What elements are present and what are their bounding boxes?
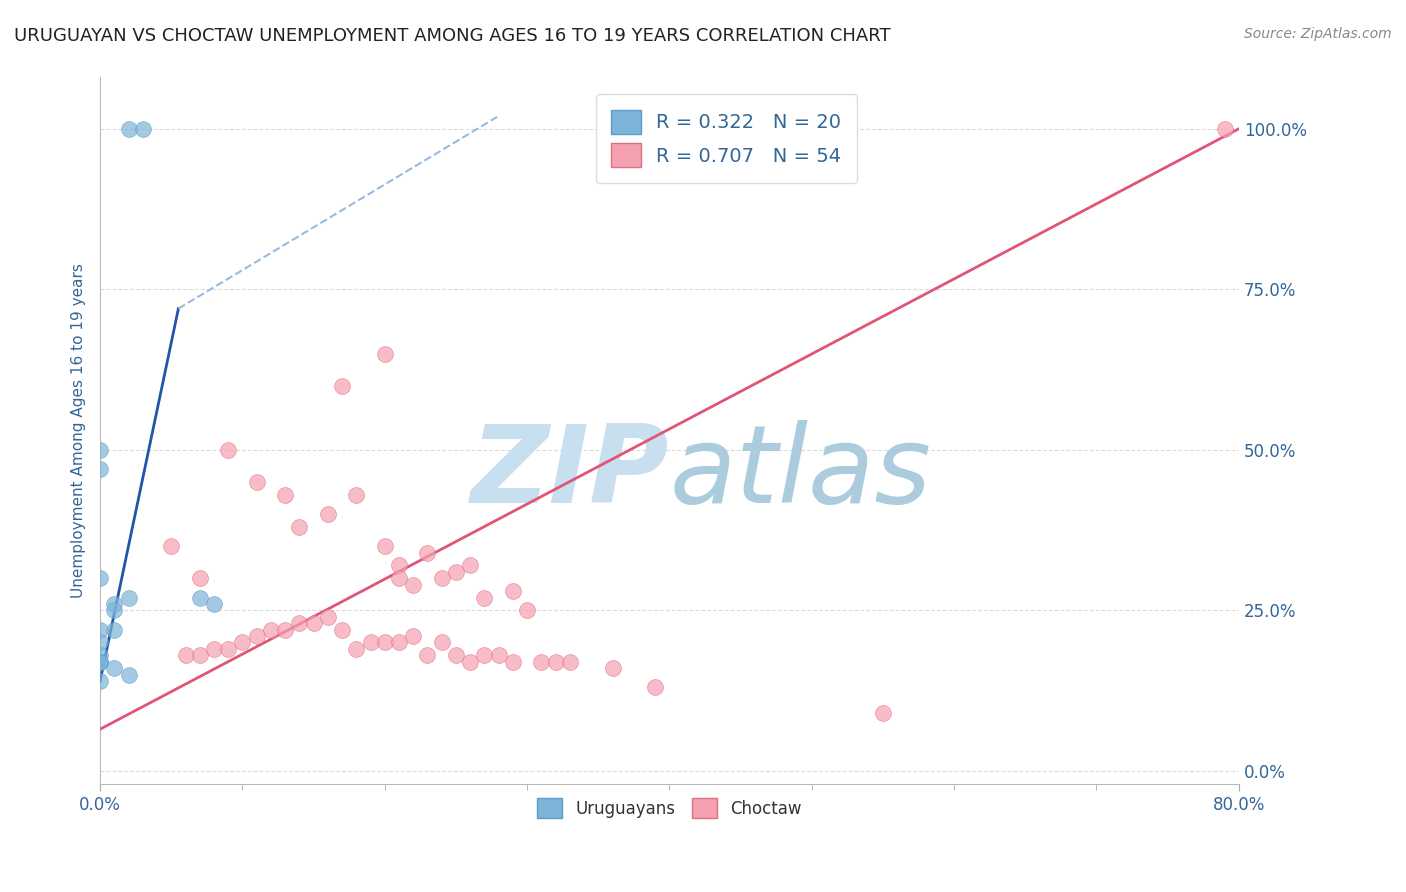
Point (89, 442, 111, 457)
Point (174, 648, 197, 663)
Point (246, 475, 269, 489)
Point (474, 648, 496, 663)
Point (231, 635, 253, 649)
Point (217, 641, 239, 656)
Y-axis label: Unemployment Among Ages 16 to 19 years: Unemployment Among Ages 16 to 19 years (72, 263, 86, 598)
Point (374, 346, 396, 360)
Point (302, 616, 325, 631)
Point (188, 591, 211, 605)
Point (202, 641, 225, 656)
Point (502, 584, 524, 599)
Point (658, 121, 681, 136)
Point (89, 673, 111, 688)
Point (388, 571, 411, 585)
Point (360, 635, 382, 649)
Point (117, 667, 139, 681)
Point (488, 648, 510, 663)
Point (160, 539, 183, 553)
Point (416, 648, 439, 663)
Point (516, 603, 538, 617)
Point (388, 635, 411, 649)
Point (89, 635, 111, 649)
Point (530, 655, 553, 669)
Point (89, 648, 111, 663)
Point (260, 623, 283, 637)
Point (558, 655, 581, 669)
Text: ZIP: ZIP (471, 420, 669, 526)
Point (402, 577, 425, 591)
Point (544, 655, 567, 669)
Point (103, 661, 125, 675)
Point (89, 655, 111, 669)
Point (330, 378, 353, 392)
Text: Source: ZipAtlas.com: Source: ZipAtlas.com (1244, 27, 1392, 41)
Point (217, 442, 239, 457)
Point (188, 571, 211, 585)
Point (274, 623, 297, 637)
Point (430, 635, 453, 649)
Point (89, 462, 111, 476)
Point (344, 488, 367, 502)
Point (416, 545, 439, 559)
Point (630, 121, 652, 136)
Point (388, 558, 411, 573)
Point (644, 681, 666, 695)
Point (430, 571, 453, 585)
Text: atlas: atlas (669, 420, 931, 525)
Point (117, 121, 139, 136)
Point (89, 655, 111, 669)
Point (444, 565, 467, 579)
Point (458, 655, 481, 669)
Point (374, 635, 396, 649)
Point (89, 655, 111, 669)
Point (458, 558, 481, 573)
Point (344, 641, 367, 656)
Point (402, 629, 425, 643)
Point (288, 616, 311, 631)
Text: URUGUAYAN VS CHOCTAW UNEMPLOYMENT AMONG AGES 16 TO 19 YEARS CORRELATION CHART: URUGUAYAN VS CHOCTAW UNEMPLOYMENT AMONG … (14, 27, 890, 45)
Point (872, 706, 894, 720)
Point (89, 623, 111, 637)
Point (1213, 121, 1236, 136)
Point (502, 655, 524, 669)
Point (103, 597, 125, 611)
Point (444, 648, 467, 663)
Point (103, 623, 125, 637)
Point (188, 648, 211, 663)
Point (132, 121, 155, 136)
Point (288, 520, 311, 534)
Point (89, 571, 111, 585)
Point (117, 591, 139, 605)
Point (274, 488, 297, 502)
Point (474, 591, 496, 605)
Point (202, 597, 225, 611)
Point (602, 661, 624, 675)
Point (103, 603, 125, 617)
Point (374, 539, 396, 553)
Point (246, 629, 269, 643)
Legend: Uruguayans, Choctaw: Uruguayans, Choctaw (530, 791, 808, 825)
Point (316, 507, 339, 521)
Point (330, 623, 353, 637)
Point (316, 609, 339, 624)
